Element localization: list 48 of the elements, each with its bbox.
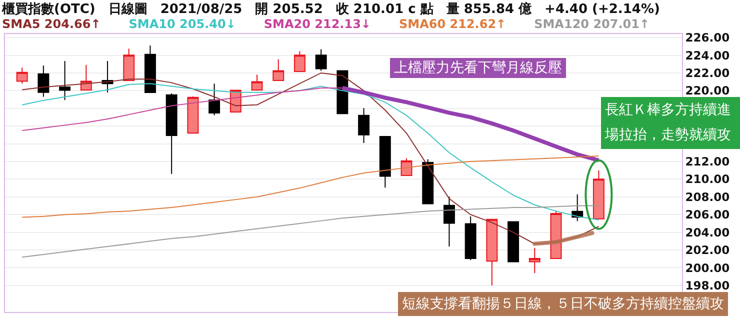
text: SMA120 207.01↑ [534, 17, 650, 31]
candlestick [443, 196, 455, 247]
line-series [340, 86, 601, 162]
y-tick-label: 222.00 [685, 66, 730, 80]
candlestick [315, 48, 327, 72]
y-tick-label: 226.00 [685, 30, 730, 45]
candlestick [16, 67, 28, 84]
annotation: 長紅Ｋ棒多方持續進場拉抬，走勢就續攻 [601, 97, 740, 149]
annotation: 短線支撐看翻揚５日線，５日不破多方持續控盤續攻 [398, 292, 728, 316]
y-tick-label: 198.00 [685, 278, 730, 292]
candlestick [508, 221, 520, 262]
candlestick [422, 158, 434, 204]
y-tick-label: 210.00 [685, 172, 730, 186]
annotation: 上檔壓力先看下彎月線反壓 [390, 58, 566, 78]
text: SMA60 212.62↑ [398, 17, 506, 31]
candlestick [38, 65, 50, 98]
candlestick [59, 60, 71, 101]
candlestick [464, 216, 476, 261]
candlestick [80, 64, 92, 90]
y-tick-label: 206.00 [685, 208, 730, 222]
candlestick [208, 83, 220, 116]
candlestick [187, 96, 199, 134]
candlestick [251, 74, 263, 90]
candlestick [592, 170, 604, 220]
candlestick [272, 58, 284, 81]
line-series [22, 83, 600, 220]
candlestick [294, 50, 306, 72]
chart-title: 櫃買指數(OTC) 日線圖 2021/08/25 開 205.52 收 210.01 c 點 量 855.84 億 +4.40 (+2.14%) [2, 0, 660, 17]
text: SMA5 204.66↑ [2, 17, 101, 31]
line-series [22, 205, 600, 258]
candlestick [166, 92, 178, 174]
candlestick [528, 247, 540, 274]
line-series [22, 72, 600, 244]
text: SMA10 205.40↓ [128, 17, 236, 31]
line-series [22, 156, 600, 218]
candlestick [144, 45, 156, 94]
text: SMA20 212.13↓ [264, 17, 371, 31]
y-tick-label: 220.00 [685, 84, 730, 98]
candlestick [379, 136, 391, 188]
y-tick-label: 200.00 [685, 260, 730, 275]
y-tick-label: 204.00 [685, 225, 730, 240]
candlestick [123, 48, 135, 81]
y-tick-label: 208.00 [685, 190, 730, 204]
y-tick-label: 224.00 [685, 48, 730, 62]
y-tick-label: 202.00 [685, 243, 730, 258]
candlestick [486, 218, 498, 286]
candlestick [358, 108, 370, 144]
y-tick-label: 212.00 [685, 154, 730, 169]
